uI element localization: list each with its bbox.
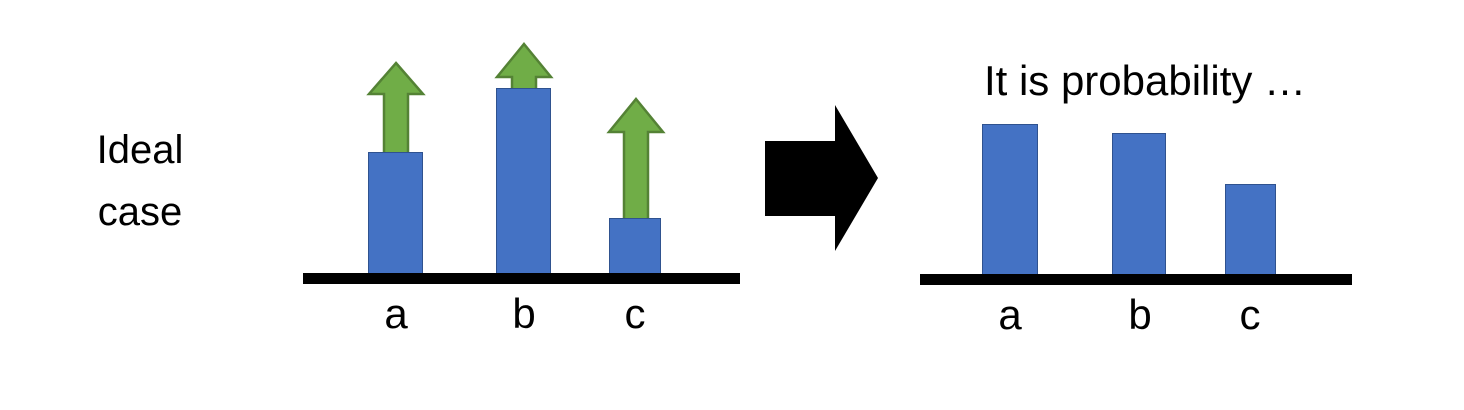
- prob-category-label-b: b: [1128, 291, 1152, 338]
- category-label-b: b: [512, 290, 536, 337]
- prob-x-axis-line: [920, 274, 1352, 285]
- right-arrow-icon: [765, 105, 878, 251]
- prob-category-label-c: c: [1239, 291, 1261, 338]
- bar-b: [496, 88, 551, 274]
- category-label-a: a: [384, 290, 408, 337]
- left-caption-line2: case: [97, 190, 183, 234]
- prob-bar-c: [1225, 184, 1276, 275]
- right-panel-title: It is probability …: [983, 57, 1307, 104]
- x-axis-line: [303, 273, 740, 284]
- prob-bar-b: [1112, 133, 1166, 275]
- category-label-c: c: [624, 290, 646, 337]
- bar-c: [609, 218, 661, 274]
- prob-category-label-a: a: [998, 291, 1022, 338]
- bar-a: [368, 152, 423, 274]
- prob-bar-a: [982, 124, 1038, 275]
- left-caption-line1: Ideal: [96, 128, 184, 172]
